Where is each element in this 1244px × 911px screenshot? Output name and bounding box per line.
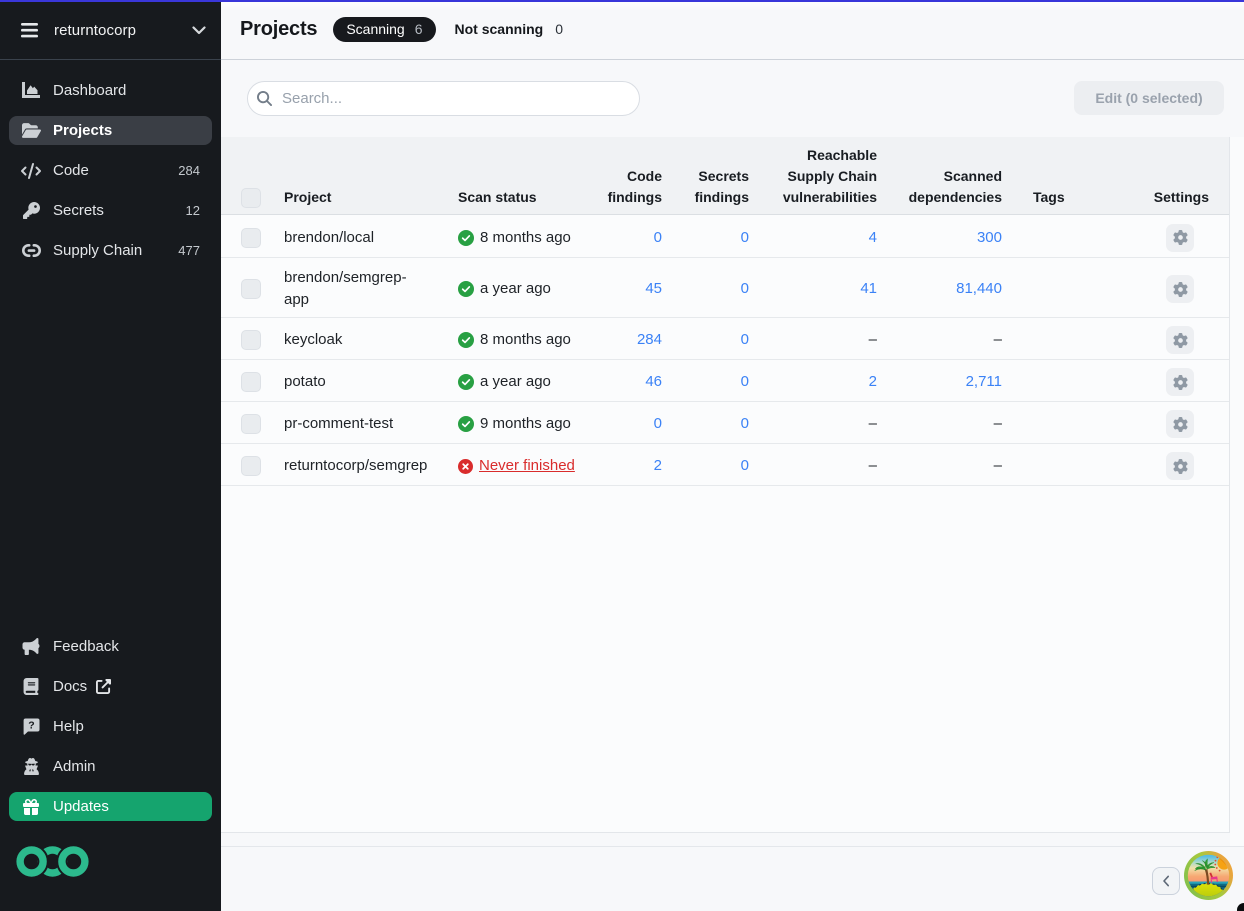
svg-text:?: ? [28, 719, 34, 731]
